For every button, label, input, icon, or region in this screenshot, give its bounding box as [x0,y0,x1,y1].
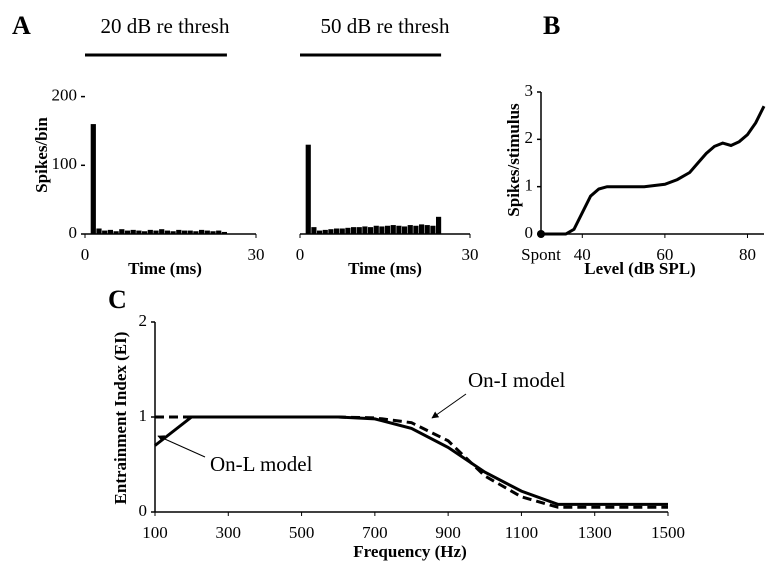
bar [311,227,317,234]
bar [181,230,188,234]
y-tick-label: 2 [525,128,534,147]
y-tick-label: 0 [69,223,78,242]
x-axis-label: Level (dB SPL) [584,259,695,278]
bar [187,230,193,234]
bar [159,229,165,234]
x-tick-label: 80 [739,245,756,264]
x-axis-label: Time (ms) [128,259,202,278]
y-axis-label: Spikes/bin [32,117,51,193]
bar [153,230,159,234]
bar [396,225,402,234]
bar [113,231,119,234]
bar [385,225,391,234]
series-annotation: On-L model [210,452,313,476]
x-tick-label: 30 [248,245,265,264]
panel-label: C [108,285,127,314]
x-tick-label: 1100 [505,523,538,542]
bar [102,230,108,234]
y-tick-label: 3 [525,81,534,100]
y-axis-label: Spikes/stimulus [504,103,523,217]
bar [124,230,131,234]
x-tick-label: 300 [216,523,242,542]
y-tick-label: 0 [139,501,148,520]
x-tick-label: 0 [296,245,305,264]
bar [107,229,113,234]
x-tick-label: 30 [462,245,479,264]
bar [373,225,379,234]
y-tick-label: 200 [52,86,78,105]
bar [204,230,210,234]
bar [419,224,425,234]
bar [334,228,340,234]
series-annotation: On-I model [468,368,566,392]
bar [351,227,357,234]
bar [221,231,227,234]
bar [305,144,311,234]
y-tick-label: 100 [52,154,78,173]
x-tick-label: 100 [142,523,168,542]
bar [322,229,328,234]
bar [390,225,396,234]
y-axis-label: Entrainment Index (EI) [111,332,130,505]
bar [436,216,442,234]
x-tick-label: 1500 [651,523,685,542]
annotation-arrow [431,393,467,419]
x-tick-label: 1300 [578,523,612,542]
bar [407,225,413,234]
x-tick-label: 60 [656,245,673,264]
stimulus-label: 50 dB re thresh [321,14,450,38]
bar [210,231,216,234]
bar [119,229,125,234]
y-tick-label: 1 [139,406,148,425]
bar [413,225,419,234]
bar [345,227,351,234]
bar [199,229,205,234]
bar [339,228,345,234]
bar [96,228,102,234]
x-axis-label: Time (ms) [348,259,422,278]
bar [193,231,199,234]
bar [136,230,142,234]
bar [216,230,222,234]
bar [176,229,182,234]
panel-label: A [12,11,31,40]
bar [90,124,96,234]
bar [328,229,334,234]
bar [402,226,408,234]
panel-label: B [543,11,560,40]
bar [368,227,374,234]
bar [170,231,176,234]
bar [430,225,436,234]
bar [147,229,153,234]
annotation-arrow [157,435,206,458]
bar [362,226,368,234]
bar [317,230,323,234]
y-tick-label: 1 [525,176,534,195]
x-tick-label: 900 [435,523,461,542]
bar [164,230,170,234]
bar [130,229,136,234]
series-line [155,415,668,509]
stimulus-label: 20 dB re thresh [101,14,230,38]
bar [379,226,385,234]
data-line [541,105,766,236]
x-tick-label: Spont [521,245,561,264]
bar [142,231,148,234]
bar [356,227,362,234]
x-tick-label: 40 [574,245,591,264]
x-tick-label: 700 [362,523,388,542]
x-axis-label: Frequency (Hz) [353,542,466,561]
x-tick-label: 0 [81,245,90,264]
x-tick-label: 500 [289,523,315,542]
bar [424,225,430,234]
start-point [537,230,545,238]
y-tick-label: 0 [525,223,534,242]
y-tick-label: 2 [139,311,148,330]
